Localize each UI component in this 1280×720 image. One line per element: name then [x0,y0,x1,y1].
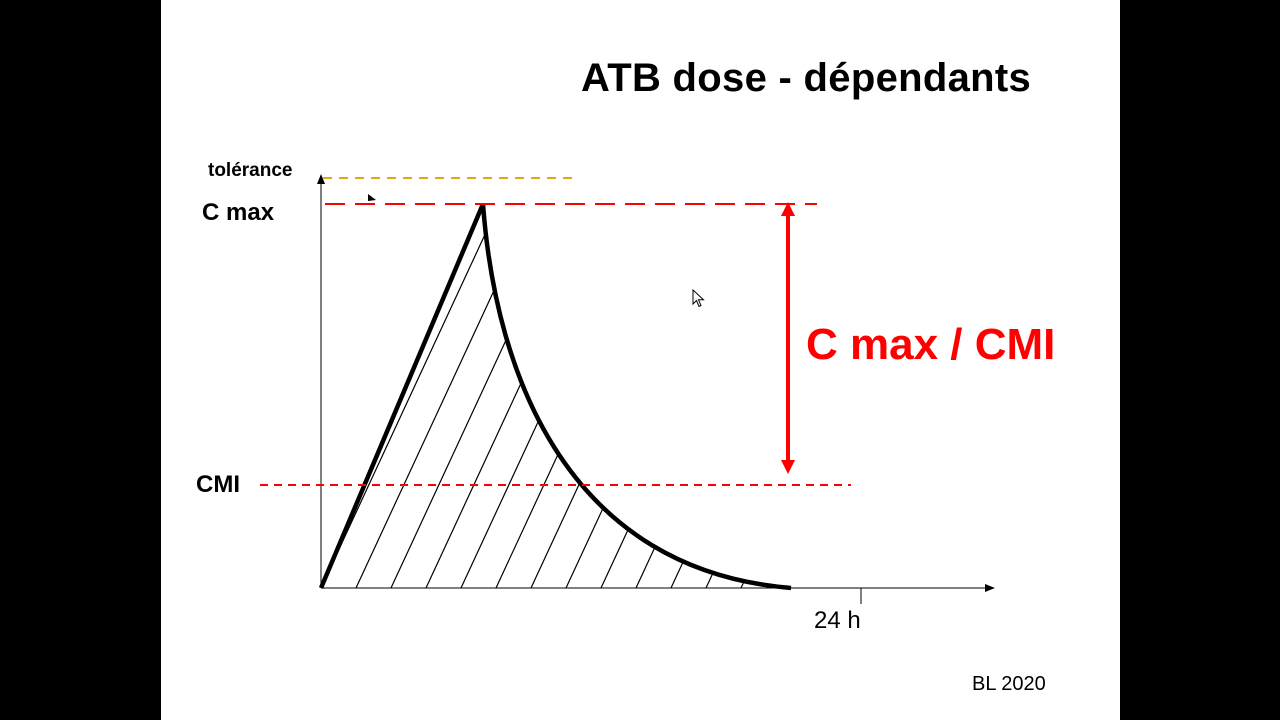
time-label-24h: 24 h [814,607,861,634]
small-marker-arrow [368,194,376,201]
slide: ATB dose - dépendants [161,0,1120,720]
cmi-label: CMI [196,471,240,498]
ratio-arrow-head-top [781,202,795,216]
footer-credit: BL 2020 [972,673,1046,695]
y-axis-arrow [317,174,325,184]
concentration-time-diagram [260,174,995,604]
slide-title: ATB dose - dépendants [581,56,1032,100]
cmax-cmi-ratio-label: C max / CMI [806,320,1056,369]
mouse-pointer-icon [692,289,705,308]
concentration-curve [318,203,792,591]
hatched-area [321,204,791,588]
x-axis-arrow [985,584,995,592]
ratio-arrow-head-bottom [781,460,795,474]
tolerance-label: tolérance [208,160,293,181]
cmax-label: C max [202,199,275,226]
